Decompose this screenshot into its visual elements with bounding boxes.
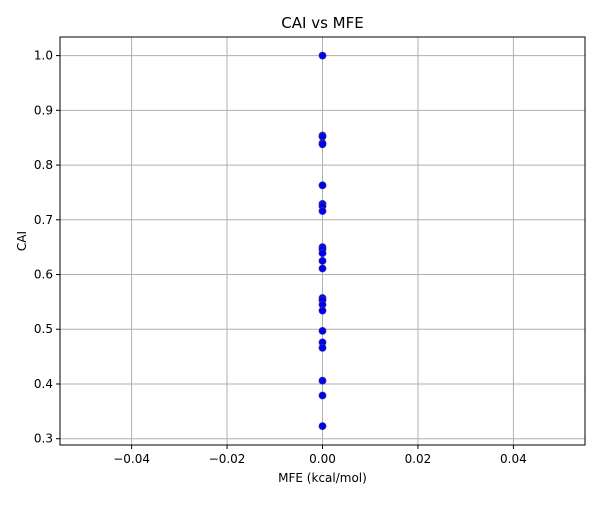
y-tick-label: 0.3 (34, 432, 53, 446)
data-points (318, 51, 327, 431)
data-point (318, 140, 327, 149)
data-point (318, 326, 327, 335)
chart-title: CAI vs MFE (281, 14, 363, 32)
y-tick-label: 0.4 (34, 377, 53, 391)
y-tick-label: 1.0 (34, 49, 53, 63)
data-point (318, 249, 327, 258)
y-tick-label: 0.8 (34, 158, 53, 172)
data-point (318, 51, 327, 60)
x-tick-label: 0.00 (309, 452, 336, 466)
data-point (318, 132, 327, 141)
data-point (318, 256, 327, 265)
x-tick-label: −0.04 (113, 452, 150, 466)
x-axis-label: MFE (kcal/mol) (278, 471, 367, 485)
data-point (318, 207, 327, 215)
y-axis: 0.3 0.4 0.5 0.6 0.7 0.8 0.9 1.0 (34, 49, 60, 446)
y-tick-label: 0.7 (34, 213, 53, 227)
y-tick-label: 0.5 (34, 322, 53, 336)
data-point (318, 343, 327, 352)
data-point (318, 376, 327, 385)
x-axis: −0.04 −0.02 0.00 0.02 0.04 (113, 445, 527, 466)
data-point (318, 422, 327, 431)
data-point (318, 264, 327, 273)
y-tick-label: 0.6 (34, 268, 53, 282)
data-point (318, 181, 327, 190)
x-tick-label: 0.04 (500, 452, 527, 466)
x-tick-label: −0.02 (209, 452, 246, 466)
y-tick-label: 0.9 (34, 103, 53, 117)
x-tick-label: 0.02 (405, 452, 432, 466)
y-axis-label: CAI (15, 231, 29, 251)
data-point (318, 391, 327, 400)
data-point (318, 306, 327, 315)
